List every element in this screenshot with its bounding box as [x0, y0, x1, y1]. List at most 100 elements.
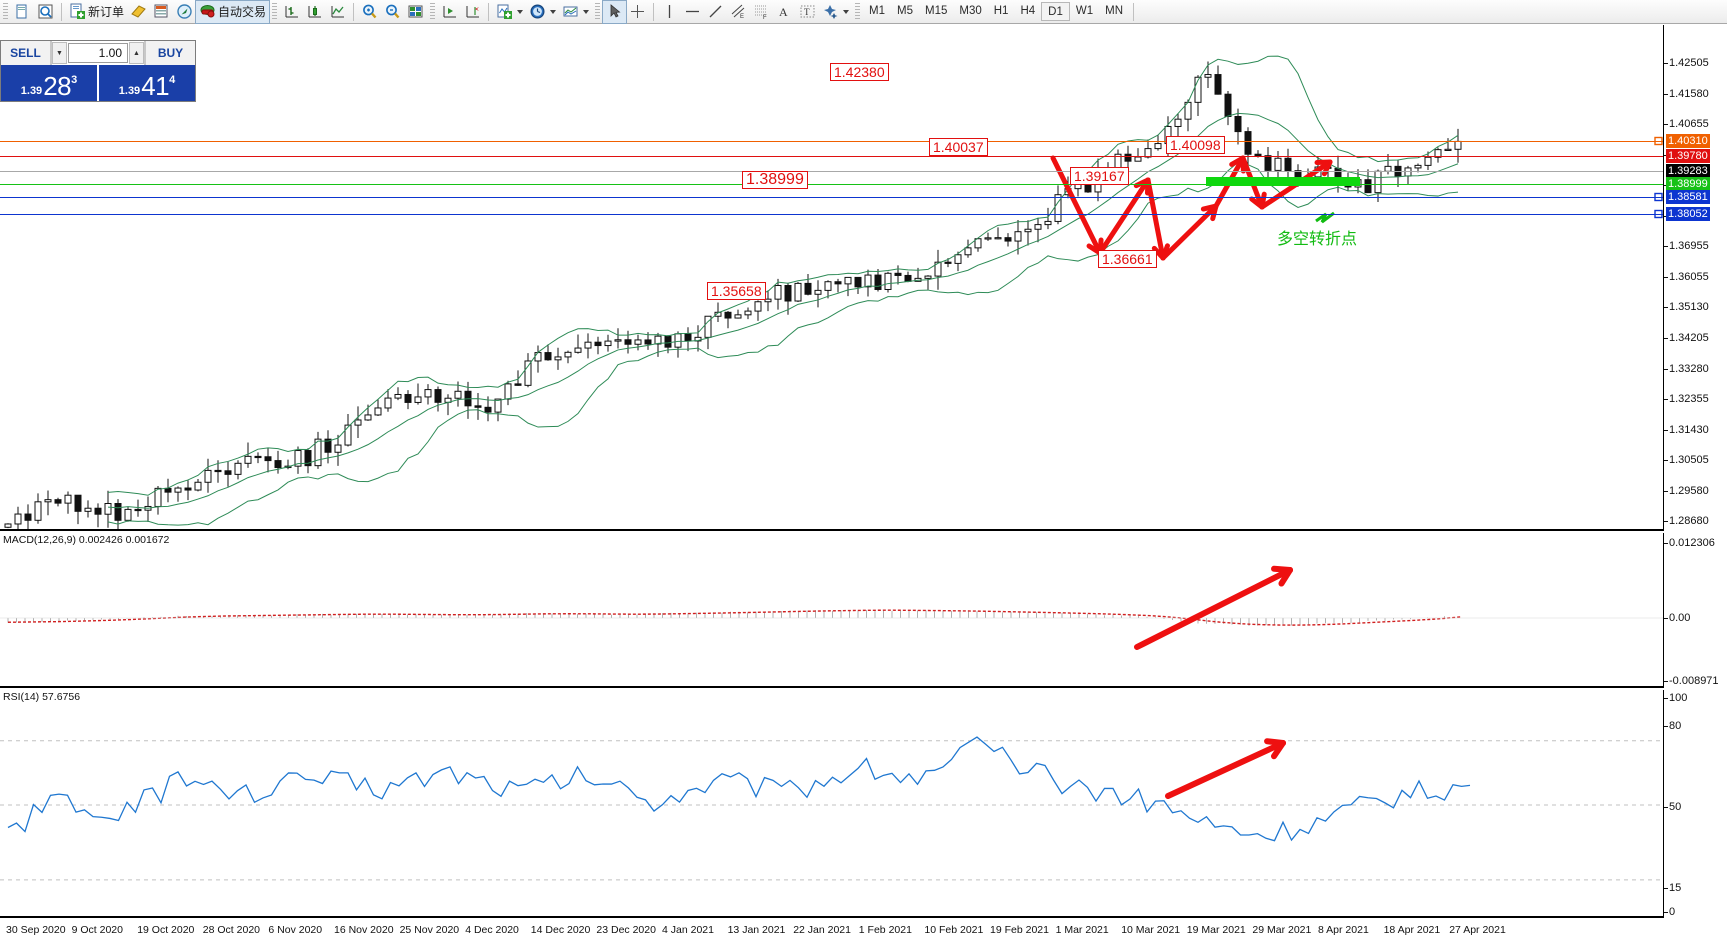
level-line-1-40310[interactable]: [0, 141, 1663, 142]
chevron-down-icon-4[interactable]: [843, 9, 850, 14]
toolbar-separator: [61, 2, 62, 21]
bar-chart-icon[interactable]: [280, 1, 303, 23]
price-chip-1-40310[interactable]: 1.40310: [1666, 134, 1710, 148]
new-order-icon: [69, 3, 86, 20]
annotation-turning-point[interactable]: 多空转折点: [1277, 229, 1358, 248]
level-line-1-38052[interactable]: [0, 214, 1663, 215]
timeframe-m1[interactable]: M1: [869, 5, 886, 17]
annotation-1-36661[interactable]: 1.36661: [1098, 250, 1157, 268]
level-line-1-38999[interactable]: [0, 184, 1663, 185]
rsi-pane[interactable]: RSI(14) 57.6756: [0, 690, 1663, 918]
market-watch-icon[interactable]: [34, 1, 57, 23]
macd-pane[interactable]: MACD(12,26,9) 0.002426 0.001672: [0, 533, 1663, 688]
svg-text:F: F: [763, 15, 767, 21]
timeframe-w1[interactable]: W1: [1075, 5, 1094, 17]
level-line-1-38581[interactable]: [0, 197, 1663, 198]
price-tick-label: 1.34205: [1669, 331, 1709, 344]
terminal-icon[interactable]: [150, 1, 173, 23]
candlestick-chart-icon[interactable]: [303, 1, 326, 23]
buy-price-button[interactable]: 1.39 41 4: [97, 65, 195, 101]
tile-windows-icon[interactable]: [404, 1, 427, 23]
volume-increment-button[interactable]: ▲: [129, 42, 144, 64]
level-line-1-39780[interactable]: [0, 156, 1663, 157]
price-scale[interactable]: 1.425051.415801.406551.397301.388051.378…: [1663, 25, 1727, 531]
price-tick-label: 1.33280: [1669, 362, 1709, 375]
date-tick-label: 25 Nov 2020: [399, 924, 460, 936]
vertical-line-tool[interactable]: [658, 1, 681, 23]
timeframe-m15[interactable]: M15: [925, 5, 948, 17]
volume-control[interactable]: ▼ 1.00 ▲: [51, 41, 145, 65]
date-tick-label: 10 Feb 2021: [924, 924, 984, 936]
date-tick-label: 13 Jan 2021: [727, 924, 786, 936]
annotation-1-42380[interactable]: 1.42380: [830, 63, 889, 81]
template-icon: [562, 3, 579, 20]
timeframe-h1[interactable]: H1: [993, 5, 1009, 17]
price-chip-1-39283[interactable]: 1.39283: [1666, 164, 1710, 178]
price-chip-1-38052[interactable]: 1.38052: [1666, 207, 1710, 221]
timeframe-h4[interactable]: H4: [1020, 5, 1036, 17]
price-chart-pane[interactable]: 1.42380 1.40037 1.40098 1.39167 1.38999 …: [0, 25, 1663, 531]
date-tick-label: 4 Jan 2021: [662, 924, 714, 936]
volume-input[interactable]: 1.00: [68, 43, 128, 63]
new-order-button[interactable]: 新订单: [66, 1, 127, 23]
zoom-out-button[interactable]: [381, 1, 404, 23]
period-button[interactable]: [526, 1, 559, 23]
buy-button[interactable]: BUY: [145, 41, 195, 65]
chart-shift-icon[interactable]: [461, 1, 484, 23]
indicators-button[interactable]: [493, 1, 526, 23]
toolbar-grip-3[interactable]: [430, 2, 436, 21]
toolbar-grip[interactable]: [3, 2, 8, 21]
auto-trading-button[interactable]: 自动交易: [195, 0, 271, 24]
chevron-down-icon-2[interactable]: [550, 9, 557, 14]
timeframe-d1[interactable]: D1: [1041, 2, 1070, 21]
equidistant-channel-tool[interactable]: E: [727, 1, 750, 23]
shapes-tool[interactable]: [819, 1, 852, 23]
chevron-down-icon[interactable]: [517, 9, 524, 14]
zoom-in-icon: [361, 3, 378, 20]
cursor-tool[interactable]: [602, 0, 628, 24]
volume-decrement-button[interactable]: ▼: [52, 42, 67, 64]
price-chip-1-38581[interactable]: 1.38581: [1666, 190, 1710, 204]
sell-price-button[interactable]: 1.39 28 3: [1, 65, 97, 101]
macd-scale[interactable]: 0.012306 0.00 -0.008971: [1663, 533, 1727, 688]
toolbar-grip-5[interactable]: [855, 2, 861, 21]
sell-button[interactable]: SELL: [1, 41, 51, 65]
toolbar-separator-5: [653, 2, 655, 21]
new-chart-icon[interactable]: [11, 1, 34, 23]
timeframe-mn[interactable]: MN: [1105, 5, 1123, 17]
one-click-trading-panel[interactable]: SELL ▼ 1.00 ▲ BUY 1.39 28 3 1.39 41 4: [0, 40, 196, 102]
price-chip-1-38999[interactable]: 1.38999: [1666, 177, 1710, 191]
navigator-icon[interactable]: [173, 1, 196, 23]
horizontal-line-tool[interactable]: [681, 1, 704, 23]
timeframe-m30[interactable]: M30: [959, 5, 982, 17]
crosshair-icon: [629, 3, 646, 20]
price-chip-1-39780[interactable]: 1.39780: [1666, 149, 1710, 163]
text-tool[interactable]: A: [773, 1, 796, 23]
rsi-tick: [1664, 888, 1668, 889]
line-chart-icon[interactable]: [326, 1, 349, 23]
annotation-1-39167[interactable]: 1.39167: [1070, 167, 1129, 185]
annotation-1-40037[interactable]: 1.40037: [929, 138, 988, 156]
text-label-tool[interactable]: T: [796, 1, 819, 23]
green-support-zone[interactable]: [1206, 177, 1360, 186]
rsi-scale[interactable]: 100 80 50 15 0: [1663, 690, 1727, 918]
annotation-1-35658[interactable]: 1.35658: [707, 282, 766, 300]
fibonacci-tool[interactable]: F: [750, 1, 773, 23]
crosshair-tool[interactable]: [626, 1, 649, 23]
compass-icon: [176, 3, 193, 20]
toolbar-grip-2[interactable]: [272, 2, 278, 21]
metaeditor-icon[interactable]: [127, 1, 150, 23]
annotation-1-40098[interactable]: 1.40098: [1166, 136, 1225, 154]
zoom-in-button[interactable]: [358, 1, 381, 23]
templates-button[interactable]: [559, 1, 592, 23]
trendline-tool[interactable]: [704, 1, 727, 23]
auto-scroll-icon[interactable]: [438, 1, 461, 23]
chevron-down-icon-3[interactable]: [583, 9, 590, 14]
date-axis[interactable]: 30 Sep 2020 9 Oct 2020 19 Oct 2020 28 Oct 2…: [0, 920, 1663, 944]
rsi-chart-svg: [0, 736, 1663, 881]
timeframe-m5[interactable]: M5: [897, 5, 913, 17]
new-order-label: 新订单: [88, 5, 125, 19]
annotation-1-38999[interactable]: 1.38999: [742, 171, 808, 189]
yellow-page-icon: [130, 3, 147, 20]
toolbar-grip-4[interactable]: [595, 2, 601, 21]
